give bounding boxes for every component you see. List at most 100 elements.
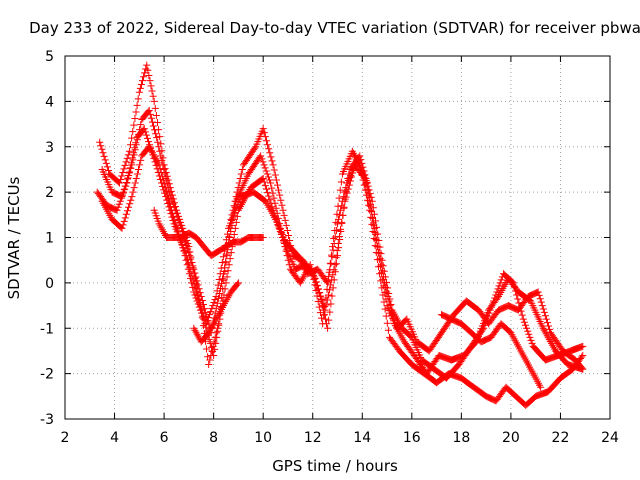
data-point xyxy=(204,314,212,322)
data-point xyxy=(329,243,337,251)
data-point xyxy=(203,317,211,325)
data-point xyxy=(516,303,524,311)
data-point xyxy=(361,171,369,179)
data-point xyxy=(328,292,336,300)
data-point xyxy=(203,345,211,353)
data-point xyxy=(367,193,375,201)
data-point xyxy=(382,278,390,286)
data-point xyxy=(150,154,158,162)
data-point xyxy=(155,161,163,169)
data-point xyxy=(322,301,330,309)
data-point xyxy=(280,211,288,219)
data-point xyxy=(151,104,159,112)
data-point xyxy=(281,216,289,224)
data-point xyxy=(120,165,128,173)
data-point xyxy=(223,252,231,260)
data-point xyxy=(233,212,241,220)
data-point xyxy=(157,176,165,184)
data-point xyxy=(207,308,215,316)
data-point xyxy=(123,207,131,215)
data-point xyxy=(217,264,225,272)
data-point xyxy=(234,279,242,287)
data-point xyxy=(125,169,133,177)
data-point xyxy=(265,145,273,153)
data-point xyxy=(541,312,549,320)
data-point xyxy=(344,175,352,183)
data-point xyxy=(359,163,367,171)
data-point xyxy=(364,182,372,190)
data-point xyxy=(128,154,136,162)
data-point xyxy=(199,309,207,317)
data-point xyxy=(260,178,268,186)
data-point xyxy=(370,210,378,218)
data-point xyxy=(193,277,201,285)
data-point xyxy=(259,234,267,241)
data-point xyxy=(188,258,196,266)
data-point xyxy=(124,174,132,182)
data-point xyxy=(278,201,286,209)
data-point xyxy=(384,326,392,334)
data-point xyxy=(126,200,134,208)
x-tick-label: 6 xyxy=(160,430,169,446)
data-point xyxy=(144,66,152,74)
data-point xyxy=(380,298,388,306)
data-point xyxy=(283,226,291,234)
data-point xyxy=(266,176,274,184)
data-point xyxy=(191,284,199,292)
data-point xyxy=(193,291,201,299)
data-point xyxy=(512,287,520,295)
data-point xyxy=(149,92,157,100)
data-point xyxy=(147,144,155,152)
data-point xyxy=(270,166,278,174)
x-tick-label: 14 xyxy=(353,430,371,446)
data-point xyxy=(327,259,335,267)
data-point xyxy=(214,281,222,289)
data-point xyxy=(275,186,283,194)
data-point xyxy=(273,181,281,189)
data-point xyxy=(177,224,185,232)
data-point xyxy=(321,306,329,314)
data-point xyxy=(375,237,383,245)
data-point xyxy=(518,311,526,319)
data-point xyxy=(134,95,142,103)
data-point xyxy=(119,221,127,229)
data-point xyxy=(407,332,415,340)
data-point xyxy=(147,114,155,122)
data-point xyxy=(116,197,124,205)
data-point xyxy=(174,215,182,223)
data-point xyxy=(160,186,168,194)
data-point xyxy=(115,200,123,208)
data-point xyxy=(384,284,392,292)
data-point xyxy=(380,267,388,275)
data-point xyxy=(148,147,156,155)
data-point xyxy=(154,138,162,146)
data-point xyxy=(123,154,131,162)
data-point xyxy=(259,175,267,183)
data-point xyxy=(145,138,153,146)
y-tick-label: 2 xyxy=(45,185,54,201)
data-point xyxy=(279,206,287,214)
data-point xyxy=(148,118,156,126)
data-point xyxy=(121,185,129,193)
data-point xyxy=(190,280,198,288)
y-tick-label: 0 xyxy=(45,276,54,292)
data-point xyxy=(329,271,337,279)
data-point xyxy=(337,225,345,233)
data-point xyxy=(496,279,504,287)
data-point xyxy=(217,280,225,288)
data-point xyxy=(211,345,219,353)
data-point xyxy=(343,179,351,187)
data-point xyxy=(479,326,487,334)
grid-layer xyxy=(65,56,610,419)
data-point xyxy=(197,302,205,310)
data-point xyxy=(148,87,156,95)
data-point xyxy=(266,149,274,157)
data-point xyxy=(127,159,135,167)
data-point xyxy=(579,351,587,359)
data-point xyxy=(121,161,129,169)
x-tick-label: 8 xyxy=(209,430,218,446)
data-point xyxy=(259,125,267,133)
data-point xyxy=(186,264,194,272)
data-point xyxy=(102,159,110,167)
